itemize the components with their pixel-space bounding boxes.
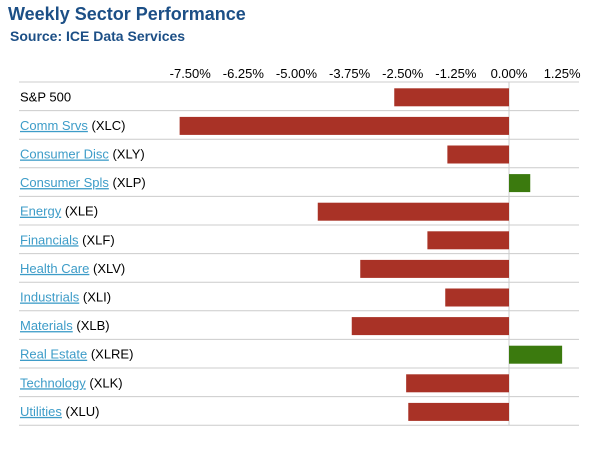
ticker-symbol: (XLK) <box>86 375 123 390</box>
x-tick-label: -6.25% <box>223 66 265 81</box>
sector-link[interactable]: Health Care <box>20 261 89 276</box>
ticker-symbol: (XLY) <box>109 147 145 162</box>
row-label: Consumer Disc (XLY) <box>20 147 145 162</box>
x-tick-label: -1.25% <box>435 66 477 81</box>
x-tick-label: 0.00% <box>491 66 528 81</box>
ticker-symbol: (XLC) <box>88 118 126 133</box>
row-label: Health Care (XLV) <box>20 261 125 276</box>
sector-link[interactable]: Utilities <box>20 404 62 419</box>
x-tick-label: -2.50% <box>382 66 424 81</box>
sector-link[interactable]: Consumer Disc <box>20 147 109 162</box>
bar-xlc <box>179 116 509 135</box>
x-tick-label: -7.50% <box>170 66 212 81</box>
bar-xlu <box>408 402 509 421</box>
bar-xlp <box>509 174 531 193</box>
ticker-symbol: (XLRE) <box>87 347 133 362</box>
ticker-symbol: (XLB) <box>73 318 110 333</box>
row-label: Industrials (XLI) <box>20 290 111 305</box>
index-name: S&P 500 <box>20 89 71 104</box>
sector-link[interactable]: Real Estate <box>20 347 87 362</box>
row-label: Technology (XLK) <box>20 375 123 390</box>
bar-sp500 <box>394 88 509 107</box>
sector-link[interactable]: Industrials <box>20 290 80 305</box>
sector-link[interactable]: Financials <box>20 232 79 247</box>
bar-xlre <box>509 345 563 364</box>
sector-link[interactable]: Consumer Spls <box>20 175 109 190</box>
x-tick-label: 1.25% <box>544 66 581 81</box>
ticker-symbol: (XLU) <box>62 404 100 419</box>
row-label: Consumer Spls (XLP) <box>20 175 146 190</box>
bar-xlf <box>427 231 509 250</box>
bar-xlv <box>360 259 509 278</box>
bar-xly <box>447 145 509 164</box>
row-label: Financials (XLF) <box>20 232 115 247</box>
x-tick-label: -5.00% <box>276 66 318 81</box>
sector-link[interactable]: Comm Srvs <box>20 118 88 133</box>
bar-xli <box>445 288 509 307</box>
bar-xlk <box>406 374 509 393</box>
sector-link[interactable]: Technology <box>20 375 86 390</box>
row-label: Utilities (XLU) <box>20 404 99 419</box>
chart-subtitle: Source: ICE Data Services <box>10 28 186 44</box>
ticker-symbol: (XLP) <box>109 175 146 190</box>
bar-xle <box>317 202 509 221</box>
ticker-symbol: (XLV) <box>89 261 125 276</box>
row-label: Materials (XLB) <box>20 318 110 333</box>
row-label: S&P 500 <box>20 89 71 104</box>
row-label: Comm Srvs (XLC) <box>20 118 125 133</box>
row-label: Real Estate (XLRE) <box>20 347 133 362</box>
ticker-symbol: (XLI) <box>79 290 111 305</box>
chart-title: Weekly Sector Performance <box>8 4 246 24</box>
sector-link[interactable]: Energy <box>20 204 62 219</box>
ticker-symbol: (XLE) <box>61 204 98 219</box>
row-label: Energy (XLE) <box>20 204 98 219</box>
sector-link[interactable]: Materials <box>20 318 73 333</box>
ticker-symbol: (XLF) <box>79 232 115 247</box>
x-tick-label: -3.75% <box>329 66 371 81</box>
bar-xlb <box>351 317 509 336</box>
